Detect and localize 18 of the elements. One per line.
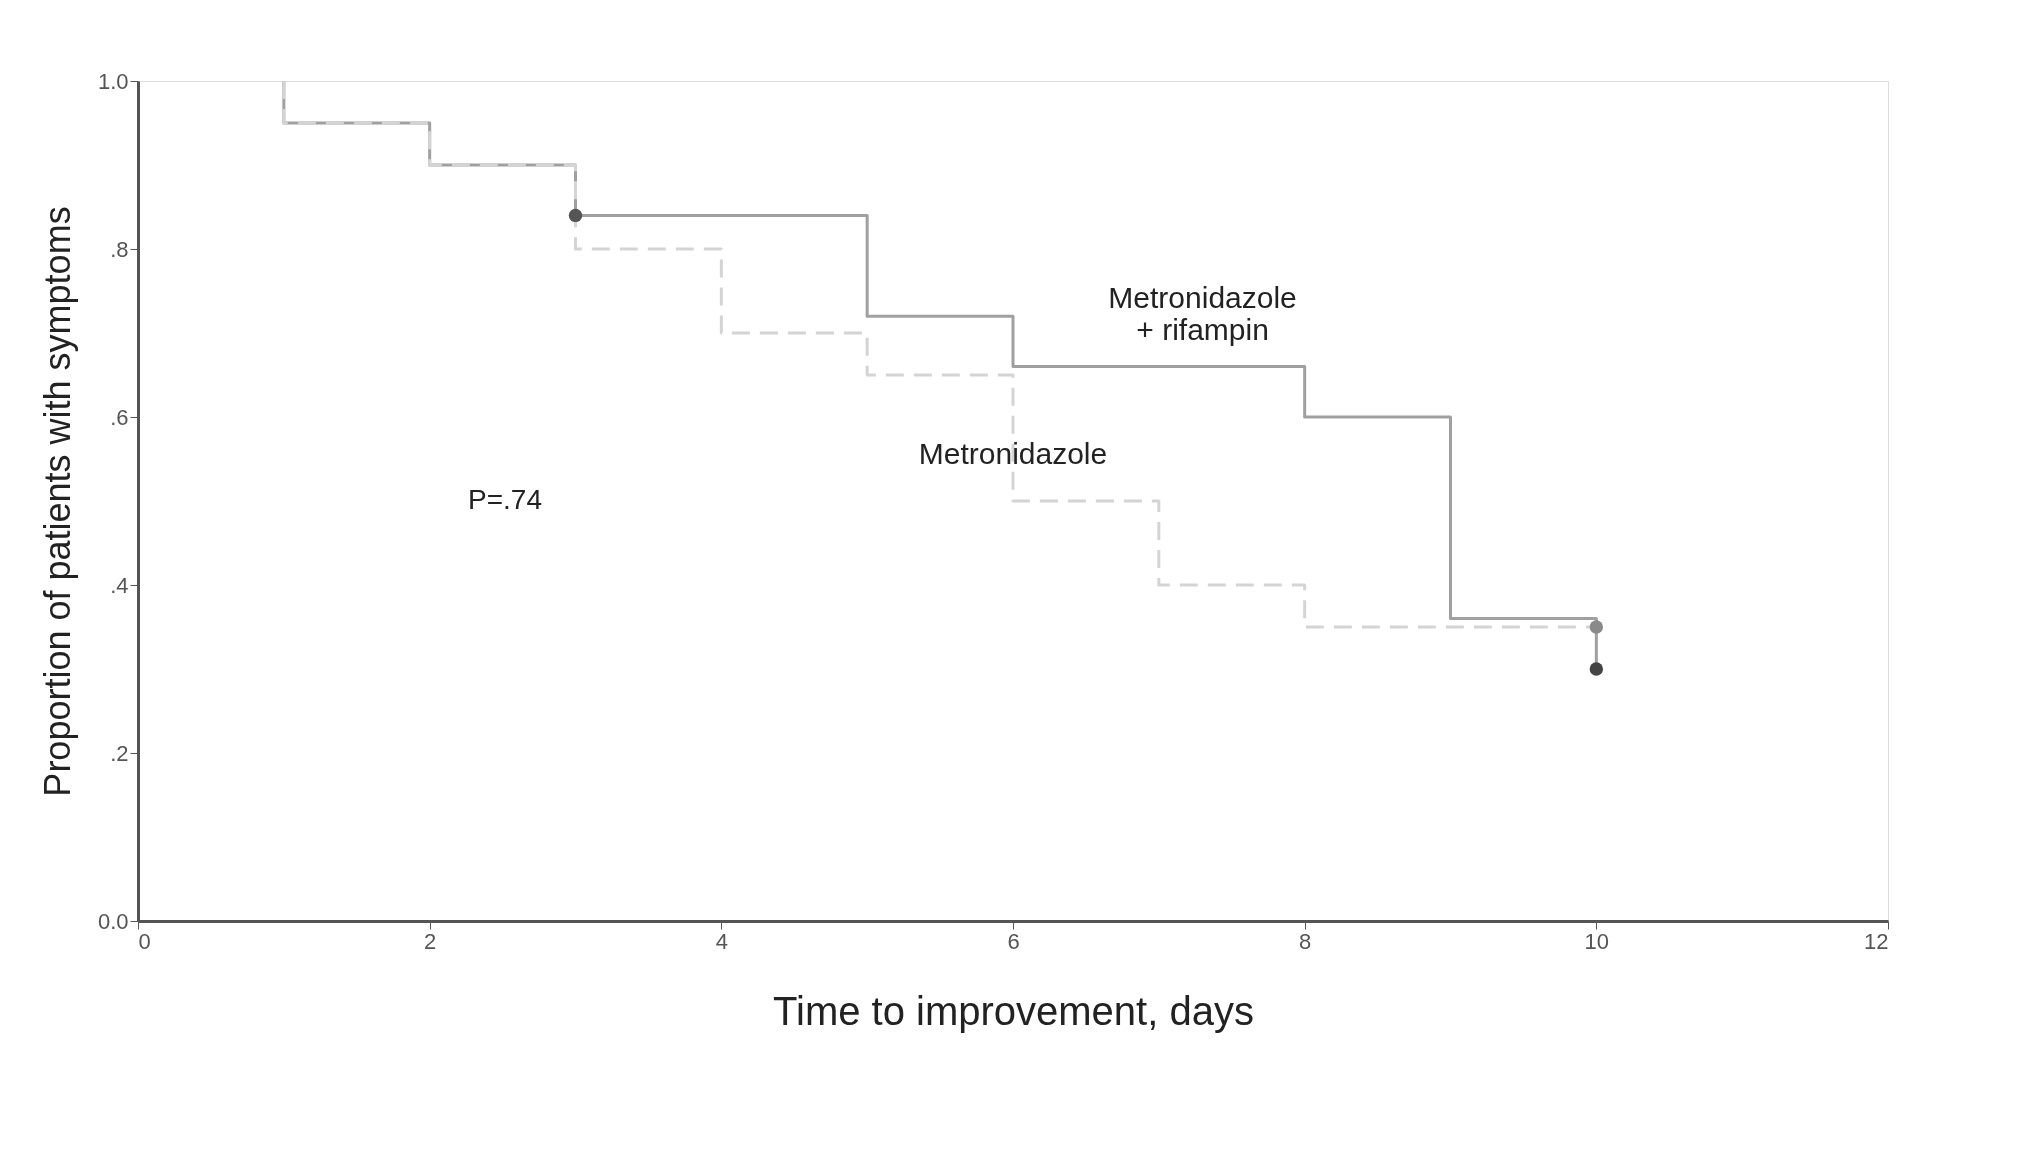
y-tick-label: .2: [110, 740, 129, 766]
x-tick-label: 12: [1864, 928, 1889, 954]
x-tick-label: 10: [1584, 928, 1610, 954]
x-tick-label: 4: [715, 928, 728, 954]
y-tick-label: .6: [110, 404, 129, 430]
x-tick-label: 0: [138, 928, 151, 954]
x-tick-label: 6: [1007, 928, 1020, 954]
y-axis-title: Proportion of patients with symptoms: [36, 206, 78, 797]
series-label: Metronidazole: [918, 436, 1108, 470]
x-axis-title: Time to improvement, days: [773, 988, 1254, 1033]
series-label: Metronidazole + rifampin: [1108, 281, 1297, 347]
y-tick-label: .8: [110, 236, 129, 262]
y-tick-label: 1.0: [97, 68, 129, 94]
x-tick-label: 2: [424, 928, 437, 954]
x-tick-label: 8: [1299, 928, 1312, 954]
annotation: P=.74: [468, 484, 542, 515]
y-tick-label: .4: [110, 572, 129, 598]
y-tick-label: 0.0: [97, 908, 129, 934]
